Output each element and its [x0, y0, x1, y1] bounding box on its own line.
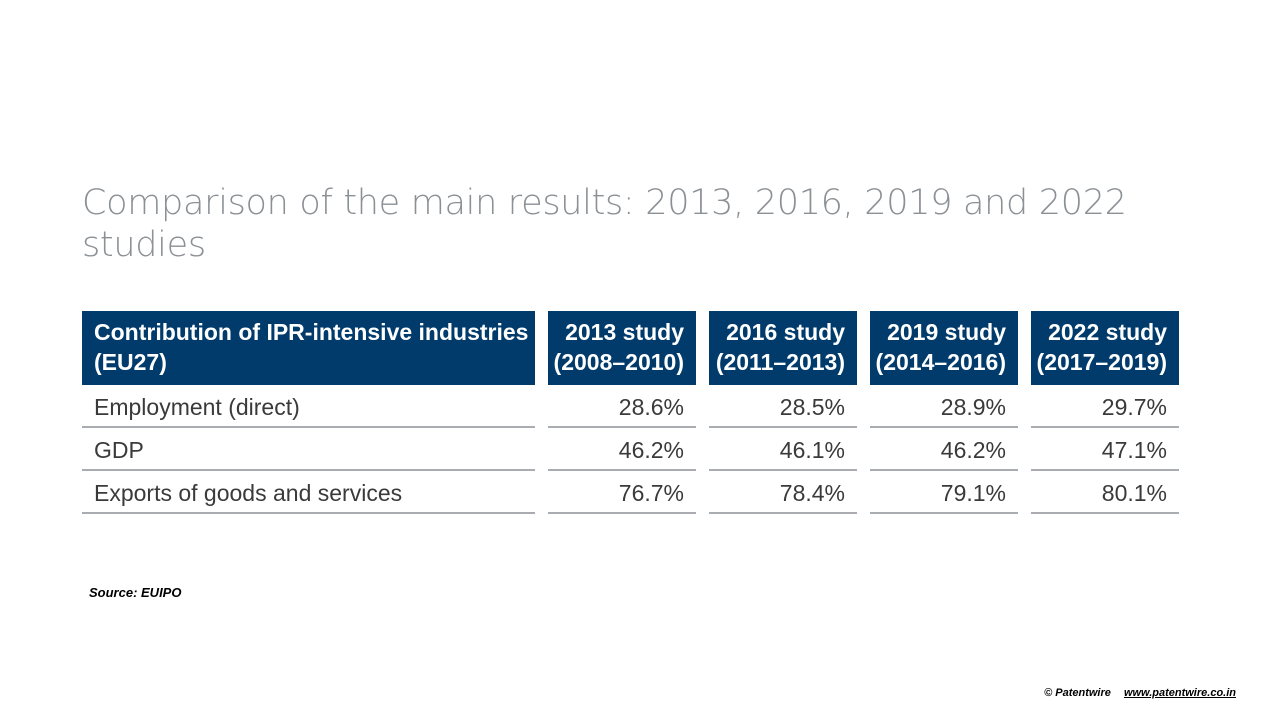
footer: © Patentwire www.patentwire.co.in: [1044, 687, 1236, 699]
row-label-exports: Exports of goods and services: [82, 472, 535, 514]
table-cell: 28.9%: [870, 386, 1018, 428]
header-col-title: 2022 study: [1048, 319, 1167, 345]
header-col-period: (2011–2013): [715, 349, 845, 375]
header-row-label-line1: Contribution of IPR-intensive industries: [94, 319, 529, 345]
table-cell: 46.2%: [548, 429, 696, 471]
row-label-gdp: GDP: [82, 429, 535, 471]
header-col-period: (2014–2016): [875, 349, 1006, 375]
header-col-period: (2017–2019): [1036, 349, 1167, 375]
table-cell: 28.6%: [548, 386, 696, 428]
header-col-title: 2013 study: [565, 319, 684, 345]
table-cell: 46.1%: [709, 429, 857, 471]
table-cell: 28.5%: [709, 386, 857, 428]
slide-title: Comparison of the main results: 2013, 20…: [82, 183, 1127, 265]
row-label-employment: Employment (direct): [82, 386, 535, 428]
source-note: Source: EUIPO: [89, 585, 182, 600]
table-cell: 29.7%: [1031, 386, 1179, 428]
header-col-2016: 2016 study (2011–2013): [709, 311, 857, 385]
header-row-label: Contribution of IPR-intensive industries…: [82, 311, 535, 385]
table-cell: 80.1%: [1031, 472, 1179, 514]
header-col-2019: 2019 study (2014–2016): [870, 311, 1018, 385]
table-cell: 76.7%: [548, 472, 696, 514]
copyright-text: © Patentwire: [1044, 687, 1111, 699]
header-col-2013: 2013 study (2008–2010): [548, 311, 696, 385]
header-row-label-line2: (EU27): [94, 349, 167, 375]
table-cell: 79.1%: [870, 472, 1018, 514]
header-col-2022: 2022 study (2017–2019): [1031, 311, 1179, 385]
header-col-title: 2016 study: [726, 319, 845, 345]
table-cell: 46.2%: [870, 429, 1018, 471]
table-cell: 47.1%: [1031, 429, 1179, 471]
table-cell: 78.4%: [709, 472, 857, 514]
header-col-period: (2008–2010): [553, 349, 684, 375]
header-col-title: 2019 study: [887, 319, 1006, 345]
website-link[interactable]: www.patentwire.co.in: [1123, 687, 1236, 699]
